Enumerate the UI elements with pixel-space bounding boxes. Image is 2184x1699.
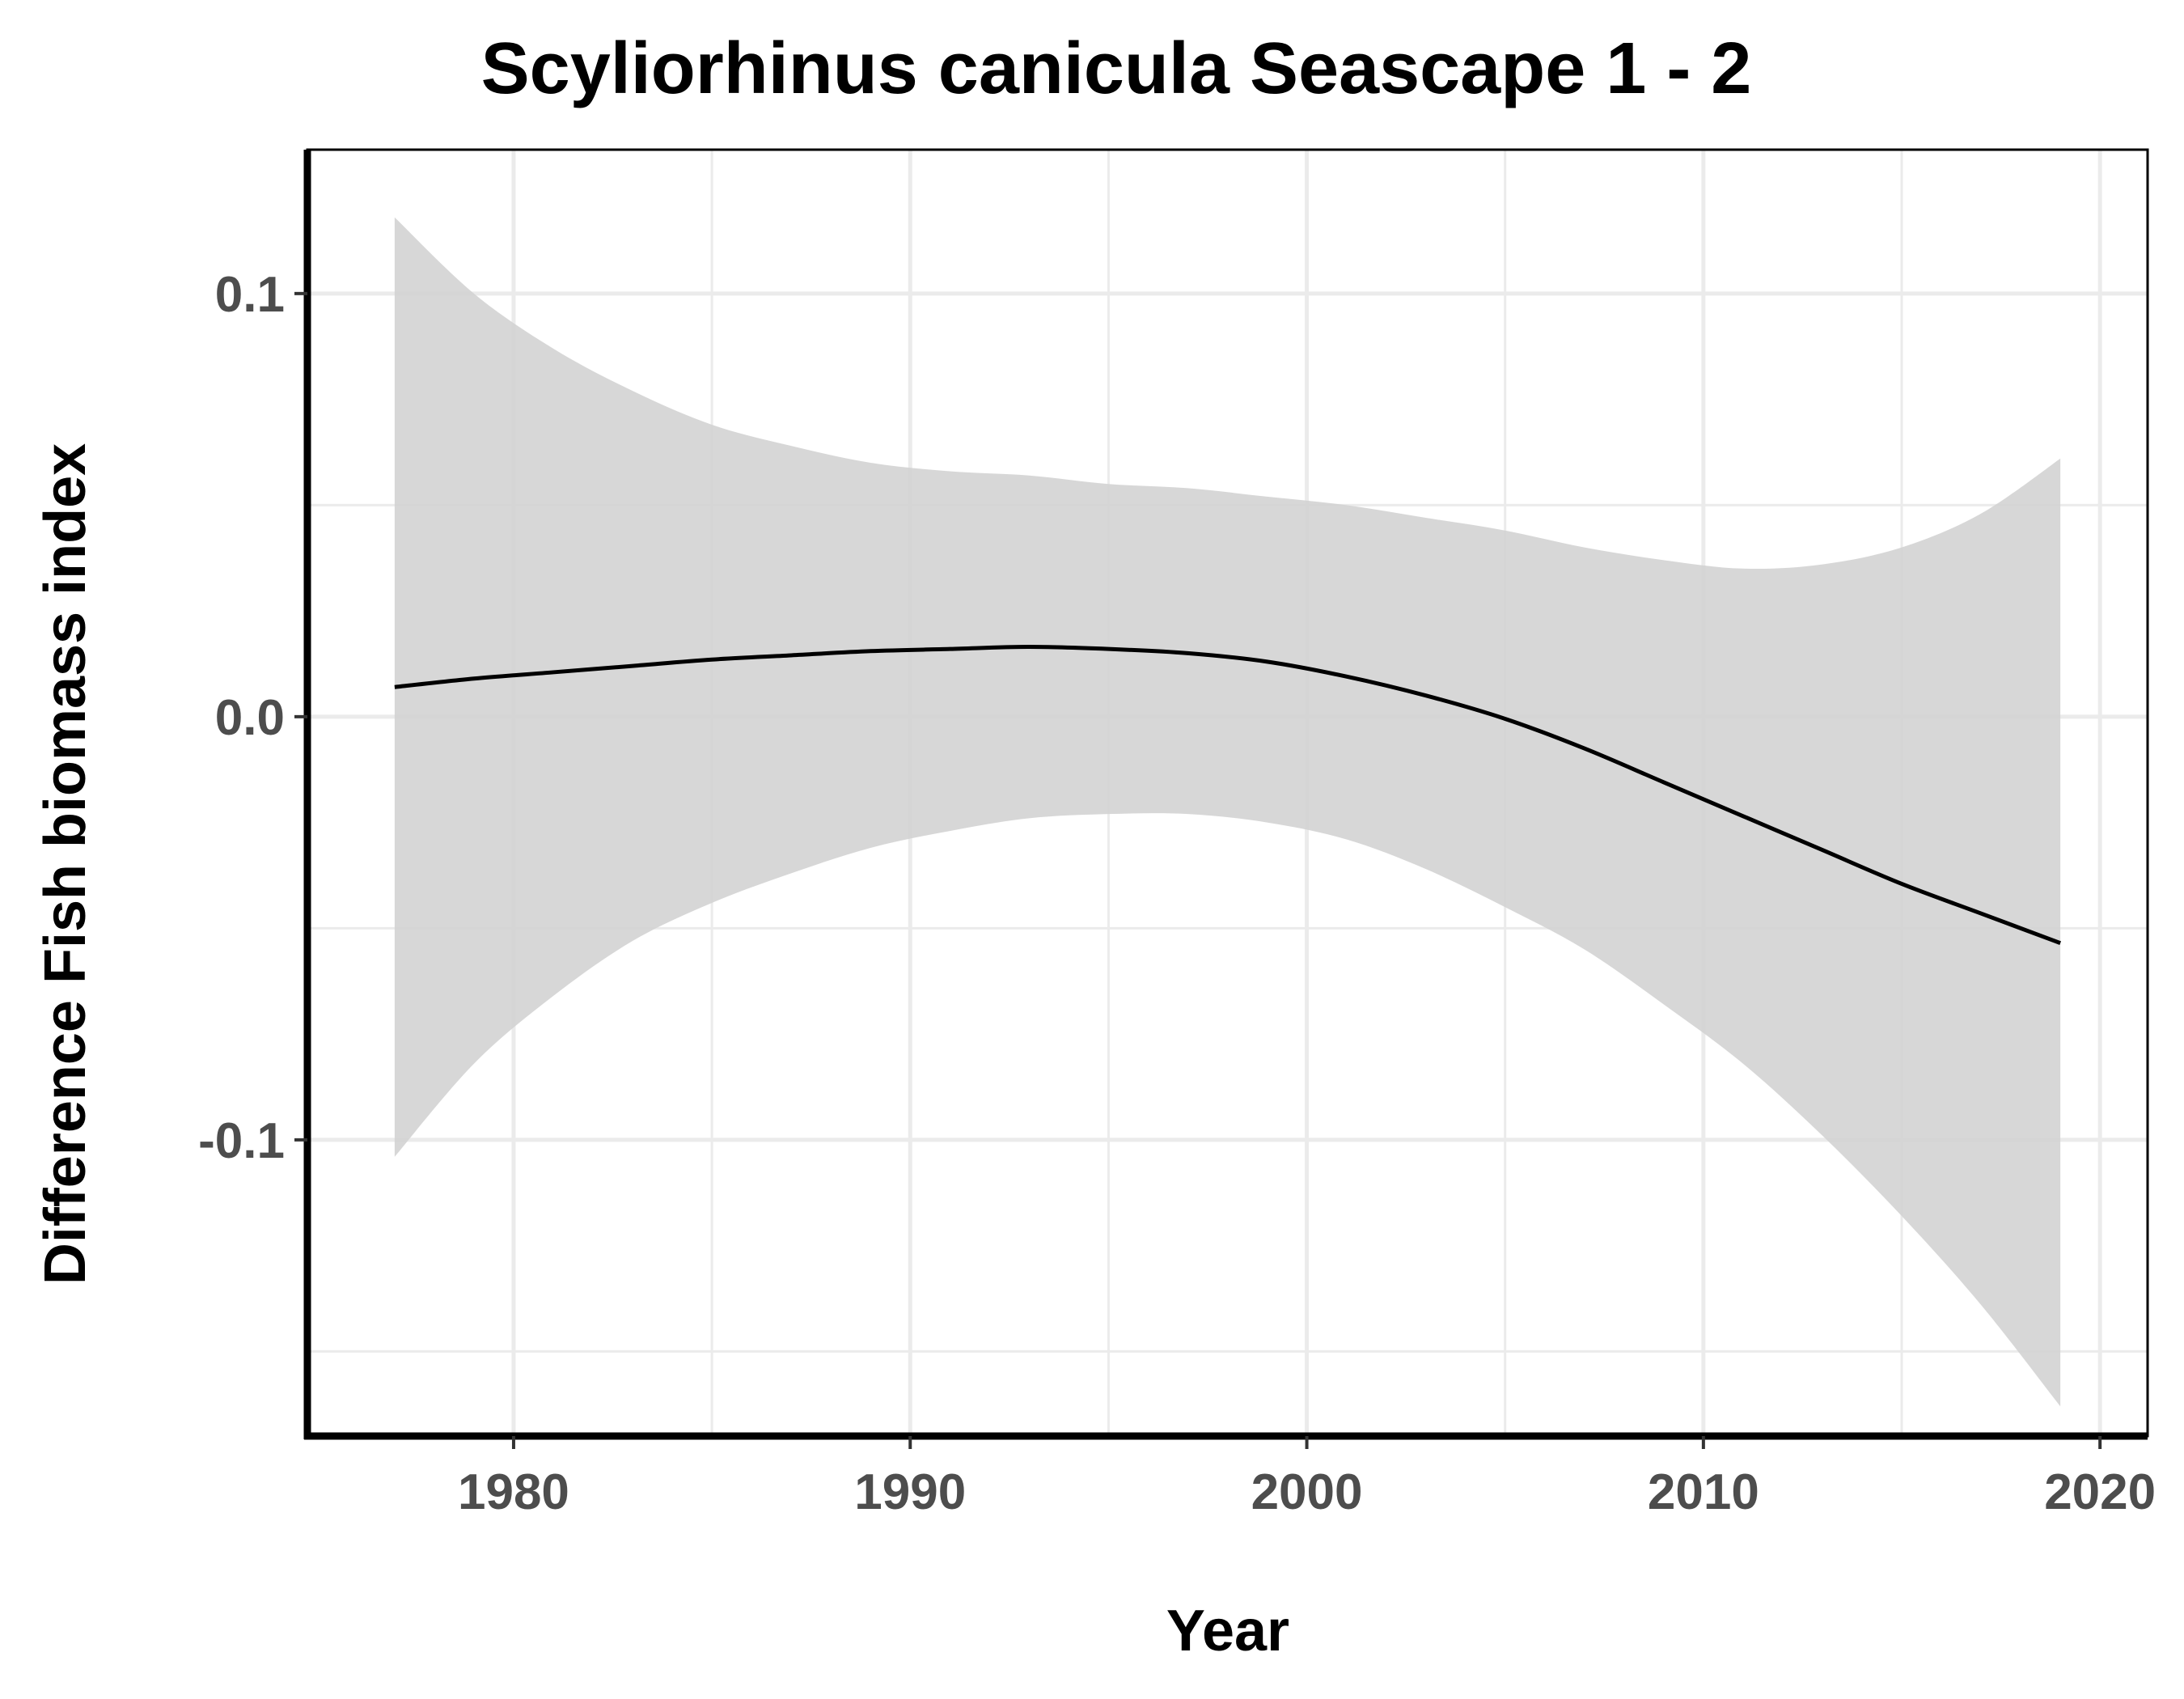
x-axis-title: Year [1166,1599,1289,1663]
trend-line-layer [394,645,2062,946]
x-axis-ticks: 1980 1990 2000 2010 2020 [458,1436,2156,1520]
y-axis-title: Difference Fish biomass index [33,443,98,1285]
confidence-band-layer [394,217,2061,1407]
x-tick-label: 2020 [2044,1464,2156,1520]
y-tick-label: 0.0 [215,690,285,746]
y-tick-label: 0.1 [215,267,285,323]
y-tick-label: -0.1 [198,1113,285,1169]
chart-title: Scyliorhinus canicula Seascape 1 - 2 [481,28,1752,109]
y-axis-ticks: -0.1 0.0 0.1 [198,267,307,1169]
x-tick-label: 2010 [1648,1464,1759,1520]
trend-line [394,645,2062,946]
x-tick-label: 2000 [1251,1464,1363,1520]
x-tick-label: 1980 [458,1464,569,1520]
x-tick-label: 1990 [854,1464,966,1520]
panel-frame [303,148,2149,1440]
confidence-band [394,217,2061,1407]
